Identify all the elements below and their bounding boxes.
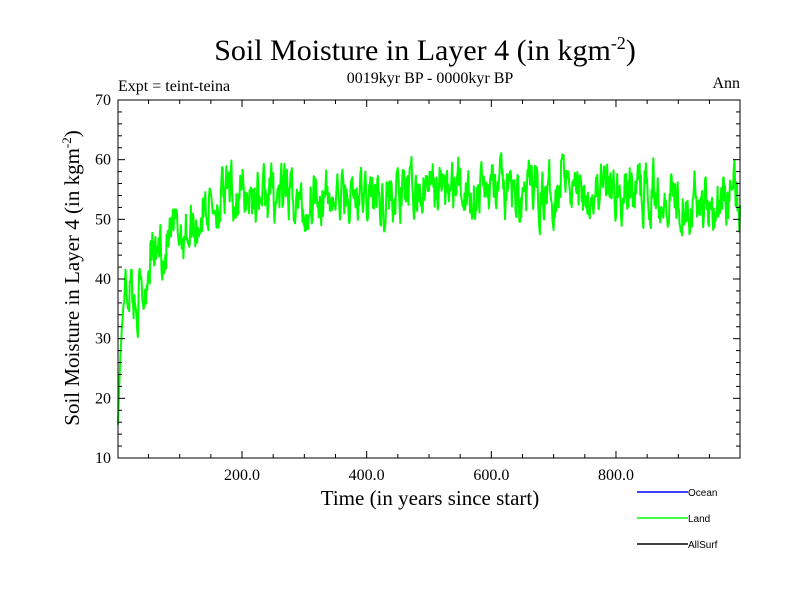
x-axis-label: Time (in years since start) (321, 486, 540, 510)
chart-title: Soil Moisture in Layer 4 (in kgm-2) (214, 33, 636, 67)
x-tick-label: 800.0 (598, 467, 634, 484)
y-tick-label: 30 (95, 331, 111, 348)
experiment-label: Expt = teint-teina (118, 78, 230, 95)
legend: Ocean Land AllSurf (637, 488, 718, 551)
chart-subtitle: 0019kyr BP - 0000kyr BP (347, 70, 514, 87)
x-tick-label: 200.0 (224, 467, 260, 484)
plot-frame (117, 99, 741, 459)
x-tick-label: 600.0 (473, 467, 509, 484)
season-label: Ann (712, 75, 740, 92)
series-line-land (117, 152, 741, 425)
y-tick-label: 60 (95, 152, 111, 169)
y-tick-label: 70 (95, 92, 111, 109)
legend-label-ocean: Ocean (688, 488, 717, 499)
legend-label-allsurf: AllSurf (688, 540, 718, 551)
y-tick-label: 10 (95, 450, 111, 467)
y-tick-label: 50 (95, 211, 111, 228)
legend-label-land: Land (688, 514, 710, 525)
x-tick-label: 400.0 (349, 467, 385, 484)
plot-area: 10 20 30 40 50 60 70 200.0 400.0 600.0 800.0 (95, 92, 741, 484)
y-tick-label: 20 (95, 390, 111, 407)
y-axis-label: Soil Moisture in Layer 4 (in kgm-2) (59, 130, 84, 425)
y-tick-label: 40 (95, 271, 111, 288)
